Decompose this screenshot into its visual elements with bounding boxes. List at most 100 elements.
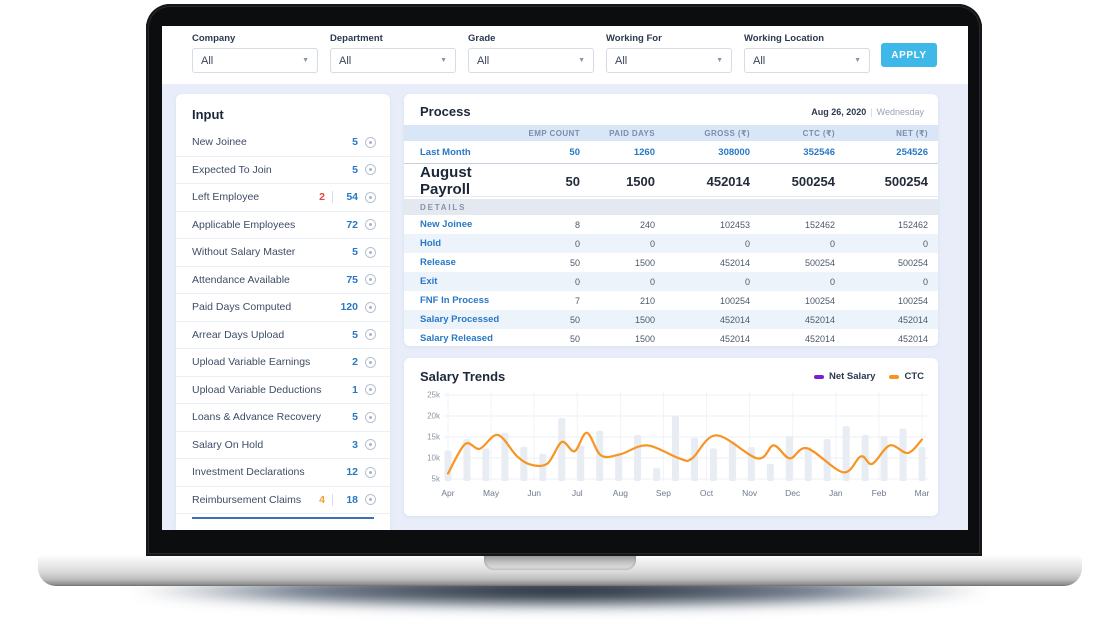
process-row-link[interactable]: Release xyxy=(420,257,456,268)
process-row-release: Release 50 1500 452014 500254 500254 xyxy=(404,253,938,272)
process-row-value: 452014 xyxy=(897,314,928,325)
circle-dot-icon[interactable] xyxy=(365,356,376,368)
input-item-count: 2 xyxy=(352,356,358,369)
input-item-count: 3 xyxy=(352,438,358,451)
input-item-without-salary-master[interactable]: Without Salary Master 5 xyxy=(176,239,390,267)
x-axis-tick: Mar xyxy=(915,488,930,498)
process-row-link[interactable]: Salary Released xyxy=(420,333,493,344)
input-item-applicable-employees[interactable]: Applicable Employees 72 xyxy=(176,212,390,239)
filter-select-working-location[interactable]: All ▼ xyxy=(744,48,870,73)
input-panel-title: Input xyxy=(192,107,224,122)
process-row-value: 0 xyxy=(829,238,835,249)
chevron-down-icon: ▼ xyxy=(440,57,447,64)
last-month-row: Last Month 50 1260 308000 352546 254526 xyxy=(404,141,938,164)
column-header-paid-days: PAID DAYS xyxy=(609,128,655,138)
dashboard-main: Input New Joinee 5 Expected To Join 5 Left E… xyxy=(162,84,968,530)
filter-select-working-for[interactable]: All ▼ xyxy=(606,48,732,73)
circle-dot-icon[interactable] xyxy=(365,136,376,148)
input-item-loans-advance-recovery[interactable]: Loans & Advance Recovery 5 xyxy=(176,404,390,432)
input-item-expected-to-join[interactable]: Expected To Join 5 xyxy=(176,157,390,184)
legend-item-ctc[interactable]: CTC xyxy=(889,371,924,382)
circle-dot-icon[interactable] xyxy=(365,301,376,313)
process-row-link[interactable]: Salary Processed xyxy=(420,314,500,325)
legend-label: CTC xyxy=(904,371,924,382)
process-row-value: 102453 xyxy=(719,219,750,230)
circle-dot-icon[interactable] xyxy=(365,191,376,203)
bar xyxy=(728,441,736,481)
circle-dot-icon[interactable] xyxy=(365,494,376,506)
process-table-header: EMP COUNT PAID DAYS GROSS (₹) CTC (₹) NET (₹… xyxy=(404,125,938,141)
circle-dot-icon[interactable] xyxy=(365,384,376,396)
circle-dot-icon[interactable] xyxy=(365,439,376,451)
process-row-value: 100254 xyxy=(804,295,835,306)
input-item-label: Paid Days Computed xyxy=(192,301,292,314)
process-panel-title: Process xyxy=(420,104,471,119)
circle-dot-icon[interactable] xyxy=(365,329,376,341)
process-date: Aug 26, 2020 | Wednesday xyxy=(811,107,924,117)
filter-group-department: Department All ▼ xyxy=(330,33,456,73)
column-header-gross: GROSS (₹) xyxy=(704,128,750,138)
input-item-label: Applicable Employees xyxy=(192,218,296,231)
input-item-investment-declarations[interactable]: Investment Declarations 12 xyxy=(176,459,390,487)
bar xyxy=(463,439,471,481)
circle-dot-icon[interactable] xyxy=(365,411,376,423)
y-axis-tick: 25k xyxy=(427,391,441,400)
process-row-link[interactable]: New Joinee xyxy=(420,219,473,230)
process-row-value: 0 xyxy=(744,238,750,249)
input-item-attendance-available[interactable]: Attendance Available 75 xyxy=(176,267,390,294)
bar xyxy=(842,426,850,481)
circle-dot-icon[interactable] xyxy=(365,246,376,258)
process-row-value: 152462 xyxy=(897,219,928,230)
input-item-left-employee[interactable]: Left Employee 2 54 xyxy=(176,184,390,212)
x-axis-tick: Jul xyxy=(572,488,583,498)
input-item-label: Reimbursement Claims xyxy=(192,493,302,506)
process-row-link[interactable]: FNF In Process xyxy=(420,295,490,306)
process-row-link[interactable]: Exit xyxy=(420,276,438,287)
input-item-upload-variable-deductions[interactable]: Upload Variable Deductions 1 xyxy=(176,377,390,404)
input-item-arrear-days-upload[interactable]: Arrear Days Upload 5 xyxy=(176,322,390,349)
input-item-count: 5 xyxy=(352,246,358,259)
current-payroll-value: 452014 xyxy=(706,173,750,189)
selected-value: All xyxy=(339,54,352,67)
filter-select-grade[interactable]: All ▼ xyxy=(468,48,594,73)
process-row-exit: Exit 0 0 0 0 0 xyxy=(404,272,938,291)
input-item-salary-on-hold[interactable]: Salary On Hold 3 xyxy=(176,432,390,459)
bar xyxy=(899,428,907,481)
process-day: Wednesday xyxy=(876,106,924,117)
bar xyxy=(672,416,680,481)
circle-dot-icon[interactable] xyxy=(365,466,376,478)
selected-value: All xyxy=(753,54,766,67)
bar xyxy=(747,447,755,481)
legend-item-net-salary[interactable]: Net Salary xyxy=(813,371,875,382)
input-item-reimbursement-claims[interactable]: Reimbursement Claims 4 18 xyxy=(176,487,390,514)
input-item-paid-days-computed[interactable]: Paid Days Computed 120 xyxy=(176,294,390,322)
circle-dot-icon[interactable] xyxy=(365,219,376,231)
process-row-value: 452014 xyxy=(719,257,750,268)
salary-trends-title: Salary Trends xyxy=(420,369,506,384)
legend-swatch-icon xyxy=(889,374,900,379)
input-item-upload-variable-earnings[interactable]: Upload Variable Earnings 2 xyxy=(176,349,390,377)
circle-dot-icon[interactable] xyxy=(365,274,376,286)
input-item-count: 5 xyxy=(352,136,358,149)
filter-select-department[interactable]: All ▼ xyxy=(330,48,456,73)
process-row-value: 0 xyxy=(829,276,835,287)
process-row-fnf-in-process: FNF In Process 7 210 100254 100254 100254 xyxy=(404,291,938,310)
process-row-link[interactable]: Hold xyxy=(420,238,442,249)
filter-select-company[interactable]: All ▼ xyxy=(192,48,318,73)
dashboard-screen: Company All ▼ Department All ▼ Grade All ▼ Workin… xyxy=(162,26,968,530)
salary-trends-panel: Salary Trends Net Salary CTC 5k 10k 15k 20k 2… xyxy=(404,358,938,516)
laptop-base-notch xyxy=(484,556,636,570)
apply-button[interactable]: APPLY xyxy=(881,43,937,67)
last-month-value: 254526 xyxy=(896,146,928,158)
last-month-link[interactable]: Last Month xyxy=(420,146,471,158)
filter-group-working-location: Working Location All ▼ xyxy=(744,33,870,73)
y-axis-tick: 20k xyxy=(427,412,441,421)
process-row-value: 452014 xyxy=(897,333,928,344)
y-axis-tick: 5k xyxy=(432,475,441,484)
process-row-value: 452014 xyxy=(719,333,750,344)
input-item-new-joinee[interactable]: New Joinee 5 xyxy=(176,129,390,157)
input-panel-scroll-indicator xyxy=(192,517,374,519)
last-month-value: 308000 xyxy=(718,146,750,158)
circle-dot-icon[interactable] xyxy=(365,164,376,176)
process-panel: Process Aug 26, 2020 | Wednesday EMP COUNT… xyxy=(404,94,938,346)
